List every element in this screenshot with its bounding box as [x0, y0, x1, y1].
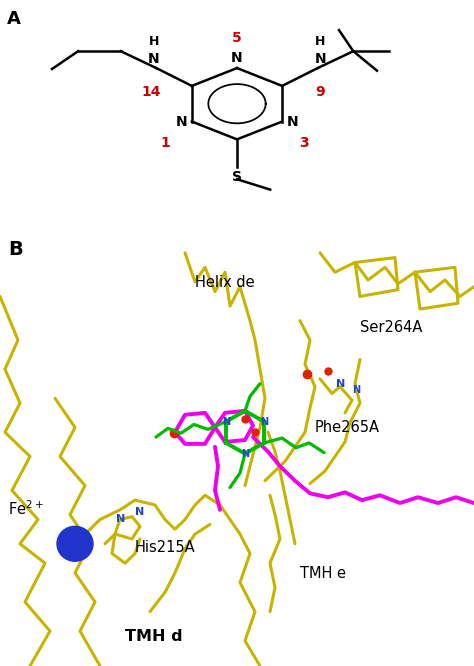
Text: N: N: [116, 514, 125, 524]
Text: N: N: [222, 418, 230, 428]
Text: N: N: [241, 450, 249, 460]
Circle shape: [57, 526, 93, 561]
Text: N: N: [352, 386, 360, 396]
Text: 5: 5: [232, 31, 242, 45]
Text: H: H: [315, 35, 325, 48]
Text: TMH e: TMH e: [300, 565, 346, 581]
Text: 14: 14: [142, 85, 161, 99]
Text: 9: 9: [315, 85, 325, 99]
Text: N: N: [314, 52, 326, 66]
Text: 3: 3: [299, 136, 308, 150]
Text: Phe265A: Phe265A: [315, 420, 380, 436]
Text: Fe$^{2+}$: Fe$^{2+}$: [8, 499, 44, 517]
Text: 1: 1: [161, 136, 171, 150]
Text: Ser264A: Ser264A: [360, 320, 422, 335]
Text: TMH d: TMH d: [125, 629, 182, 644]
Text: N: N: [287, 115, 299, 129]
Text: S: S: [232, 170, 242, 184]
Text: N: N: [260, 418, 268, 428]
Text: N: N: [135, 507, 144, 517]
Text: N: N: [336, 379, 345, 389]
Text: N: N: [175, 115, 187, 129]
Text: Helix de: Helix de: [195, 275, 255, 290]
Text: A: A: [7, 10, 21, 28]
Text: B: B: [8, 240, 23, 258]
Text: His215A: His215A: [135, 539, 196, 555]
Text: N: N: [231, 51, 243, 65]
Text: N: N: [148, 52, 160, 66]
Text: H: H: [149, 35, 159, 48]
